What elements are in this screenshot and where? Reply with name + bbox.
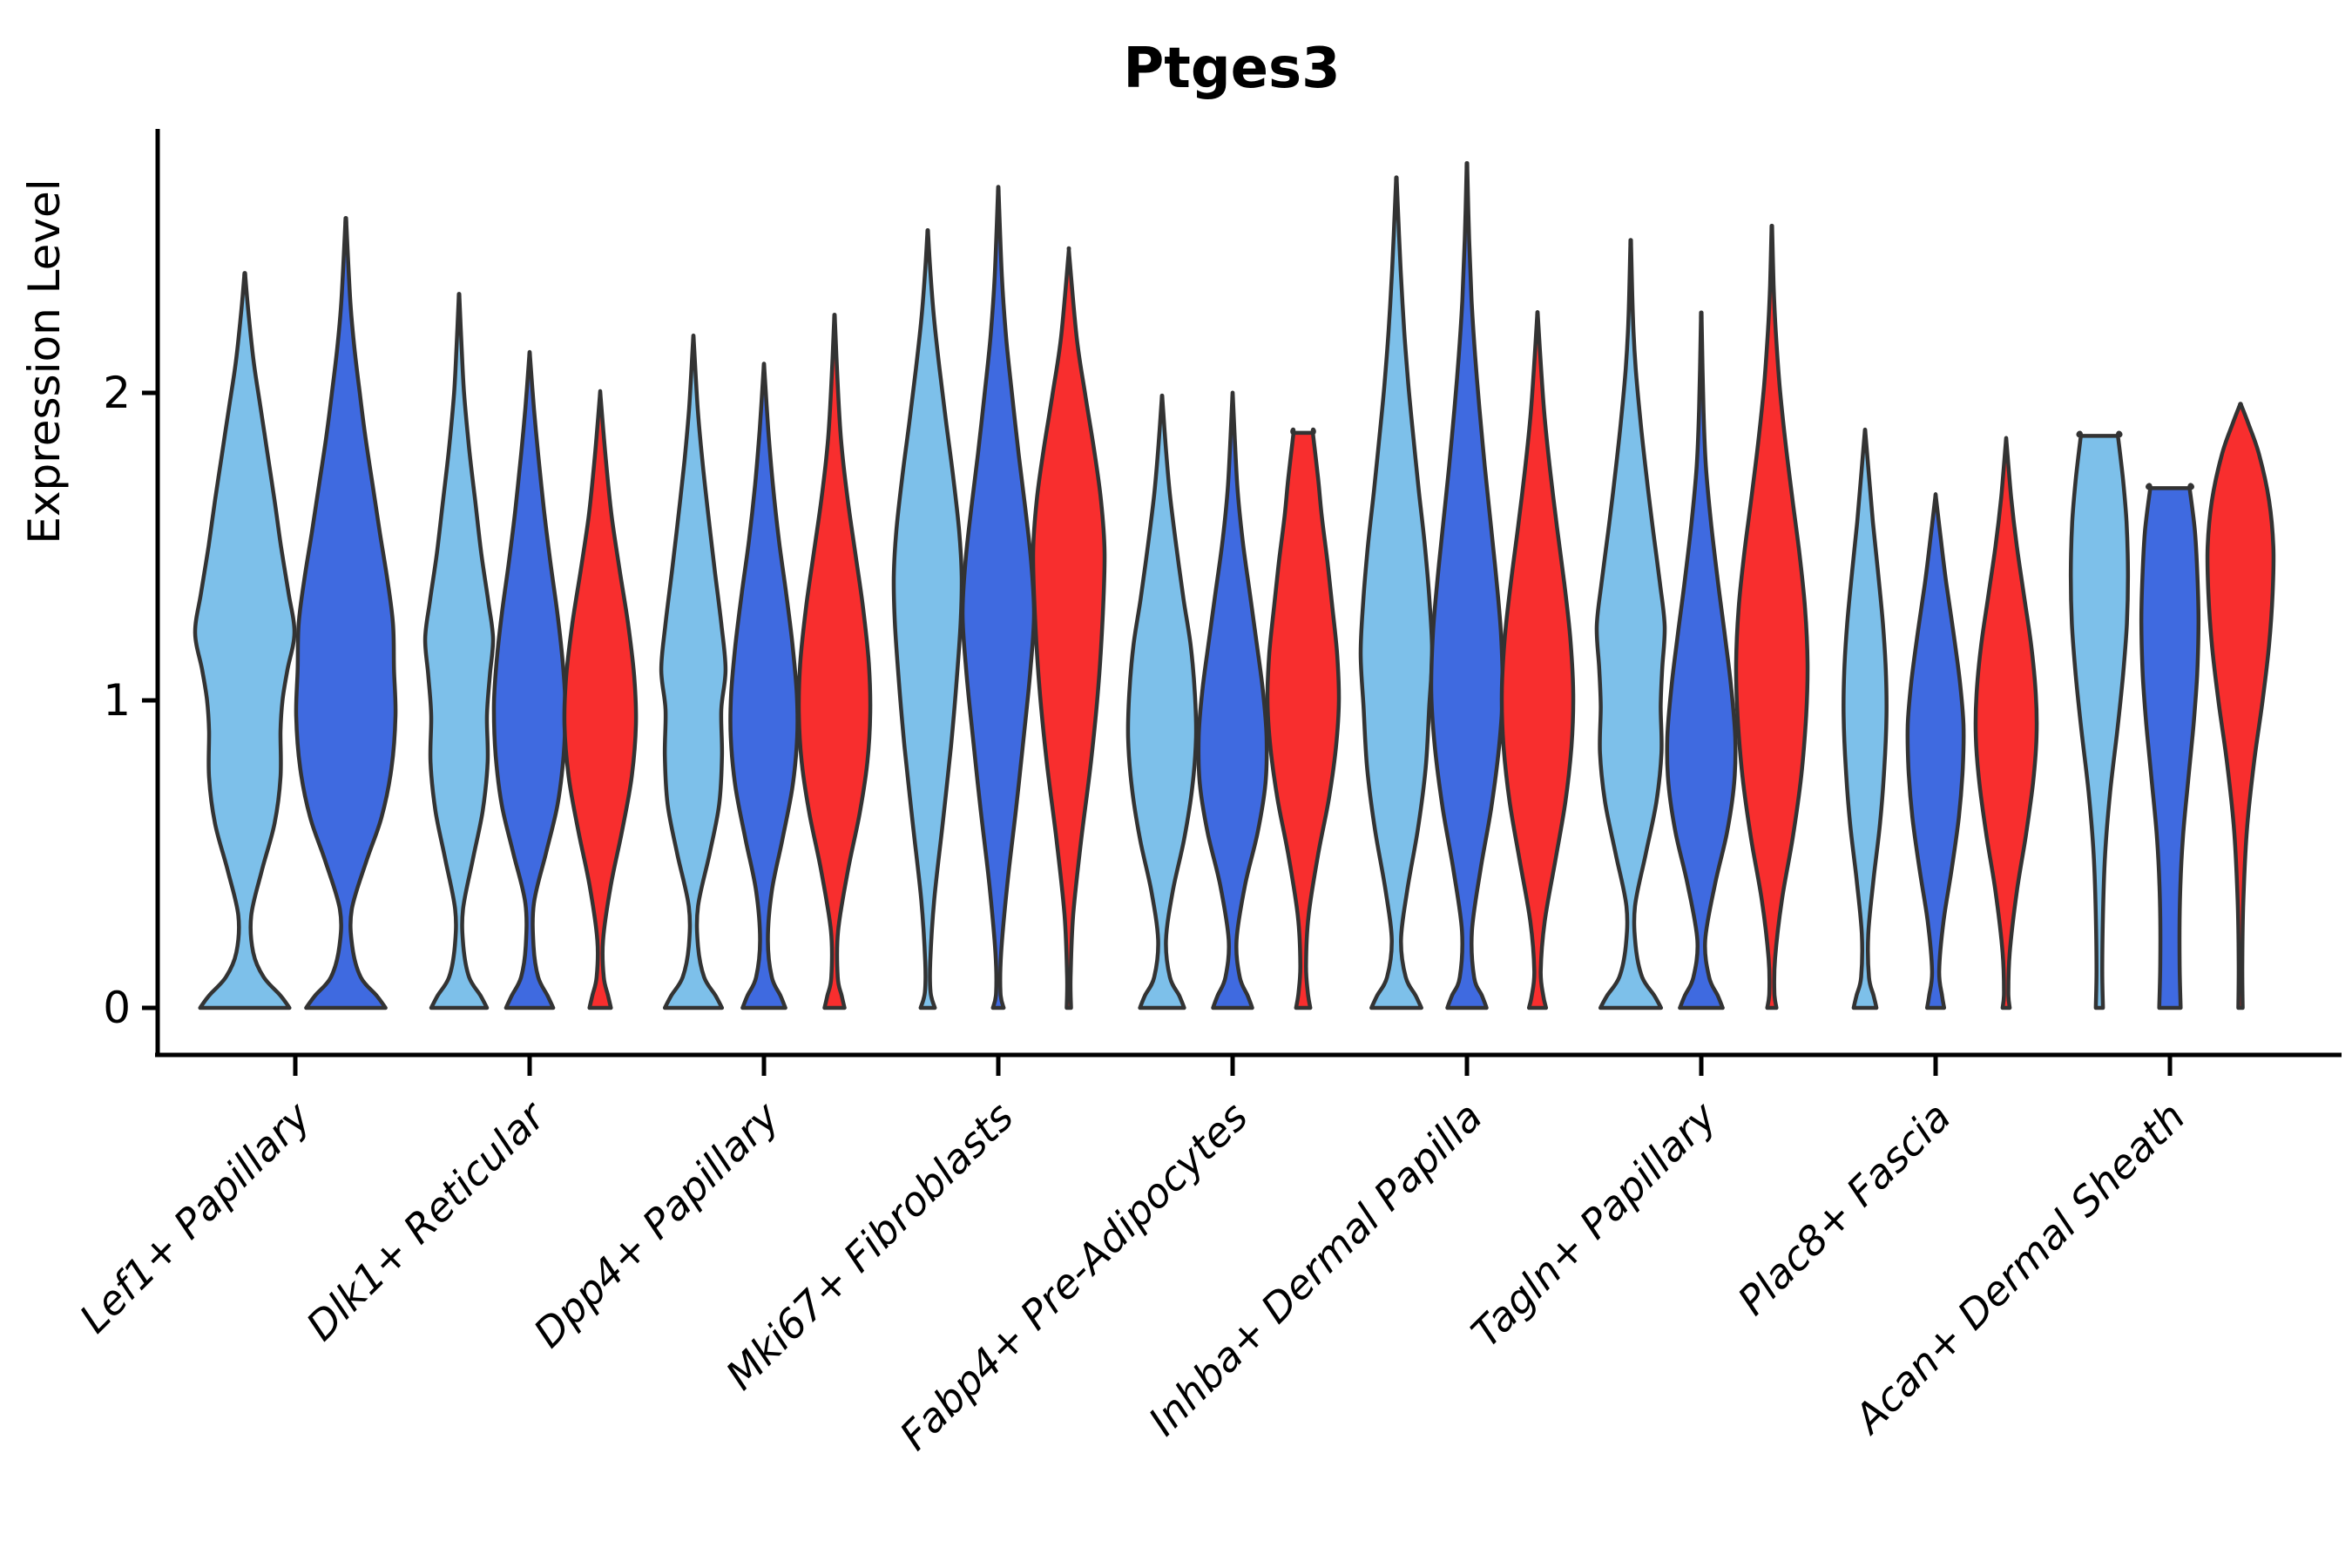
violin-fabp4-pre-adipocytes-lightblue [1125,393,1199,1010]
violin-plac8-fascia-lightblue [1842,428,1889,1010]
violin-dpp4-papillary-red [796,313,873,1010]
violin-tagln-papillary-lightblue [1594,238,1667,1010]
violin-acan-dermal-sheath-red [2205,402,2276,1010]
chart-title: Ptges3 [1123,37,1340,101]
violin-plac8-fascia-red [1973,436,2039,1010]
violin-tagln-papillary-blue [1665,310,1738,1010]
violin-fabp4-pre-adipocytes-red [1265,427,1342,1010]
x-tick-label-tagln-papillary: Tagln+ Papillary [1462,1092,1726,1356]
x-tick-label-dlk1-reticular: Dlk1+ Reticular [297,1091,556,1349]
violin-mki67-fibroblasts-lightblue [891,228,964,1010]
violin-inhba-dermal-papilla-lightblue [1358,175,1435,1010]
y-tick-label-0: 0 [103,983,131,1033]
violin-acan-dermal-sheath-blue [2139,483,2201,1010]
violin-tagln-papillary-red [1734,223,1810,1010]
violin-mki67-fibroblasts-red [1031,246,1107,1010]
violin-inhba-dermal-papilla-blue [1429,161,1505,1010]
violin-dpp4-papillary-lightblue [659,334,728,1010]
violin-dlk1-reticular-red [562,389,639,1010]
x-tick-label-plac8-fascia: Plac8+ Fascia [1728,1093,1959,1324]
axes [155,129,2342,1058]
violin-lef1-papillary-lightblue [193,271,297,1010]
violin-dlk1-reticular-lightblue [422,292,496,1010]
y-axis-ticks: 0 1 2 [103,368,158,1033]
x-tick-label-lef1-papillary: Lef1+ Papillary [71,1092,320,1342]
violin-inhba-dermal-papilla-red [1499,310,1576,1010]
violin-mki67-fibroblasts-blue [960,185,1037,1010]
y-tick-label-2: 2 [103,368,131,418]
violin-dpp4-papillary-blue [728,362,800,1010]
violin-dlk1-reticular-blue [491,349,568,1010]
y-axis-label: Expression Level [19,179,70,544]
violin-lef1-papillary-blue [294,216,398,1010]
y-tick-label-1: 1 [103,675,131,726]
violin-plac8-fascia-blue [1905,492,1966,1010]
violin-fabp4-pre-adipocytes-blue [1196,390,1269,1010]
x-tick-label-dpp4-papillary: Dpp4+ Papillary [524,1092,788,1356]
violin-acan-dermal-sheath-lightblue [2068,430,2131,1010]
violins-layer [193,161,2276,1010]
